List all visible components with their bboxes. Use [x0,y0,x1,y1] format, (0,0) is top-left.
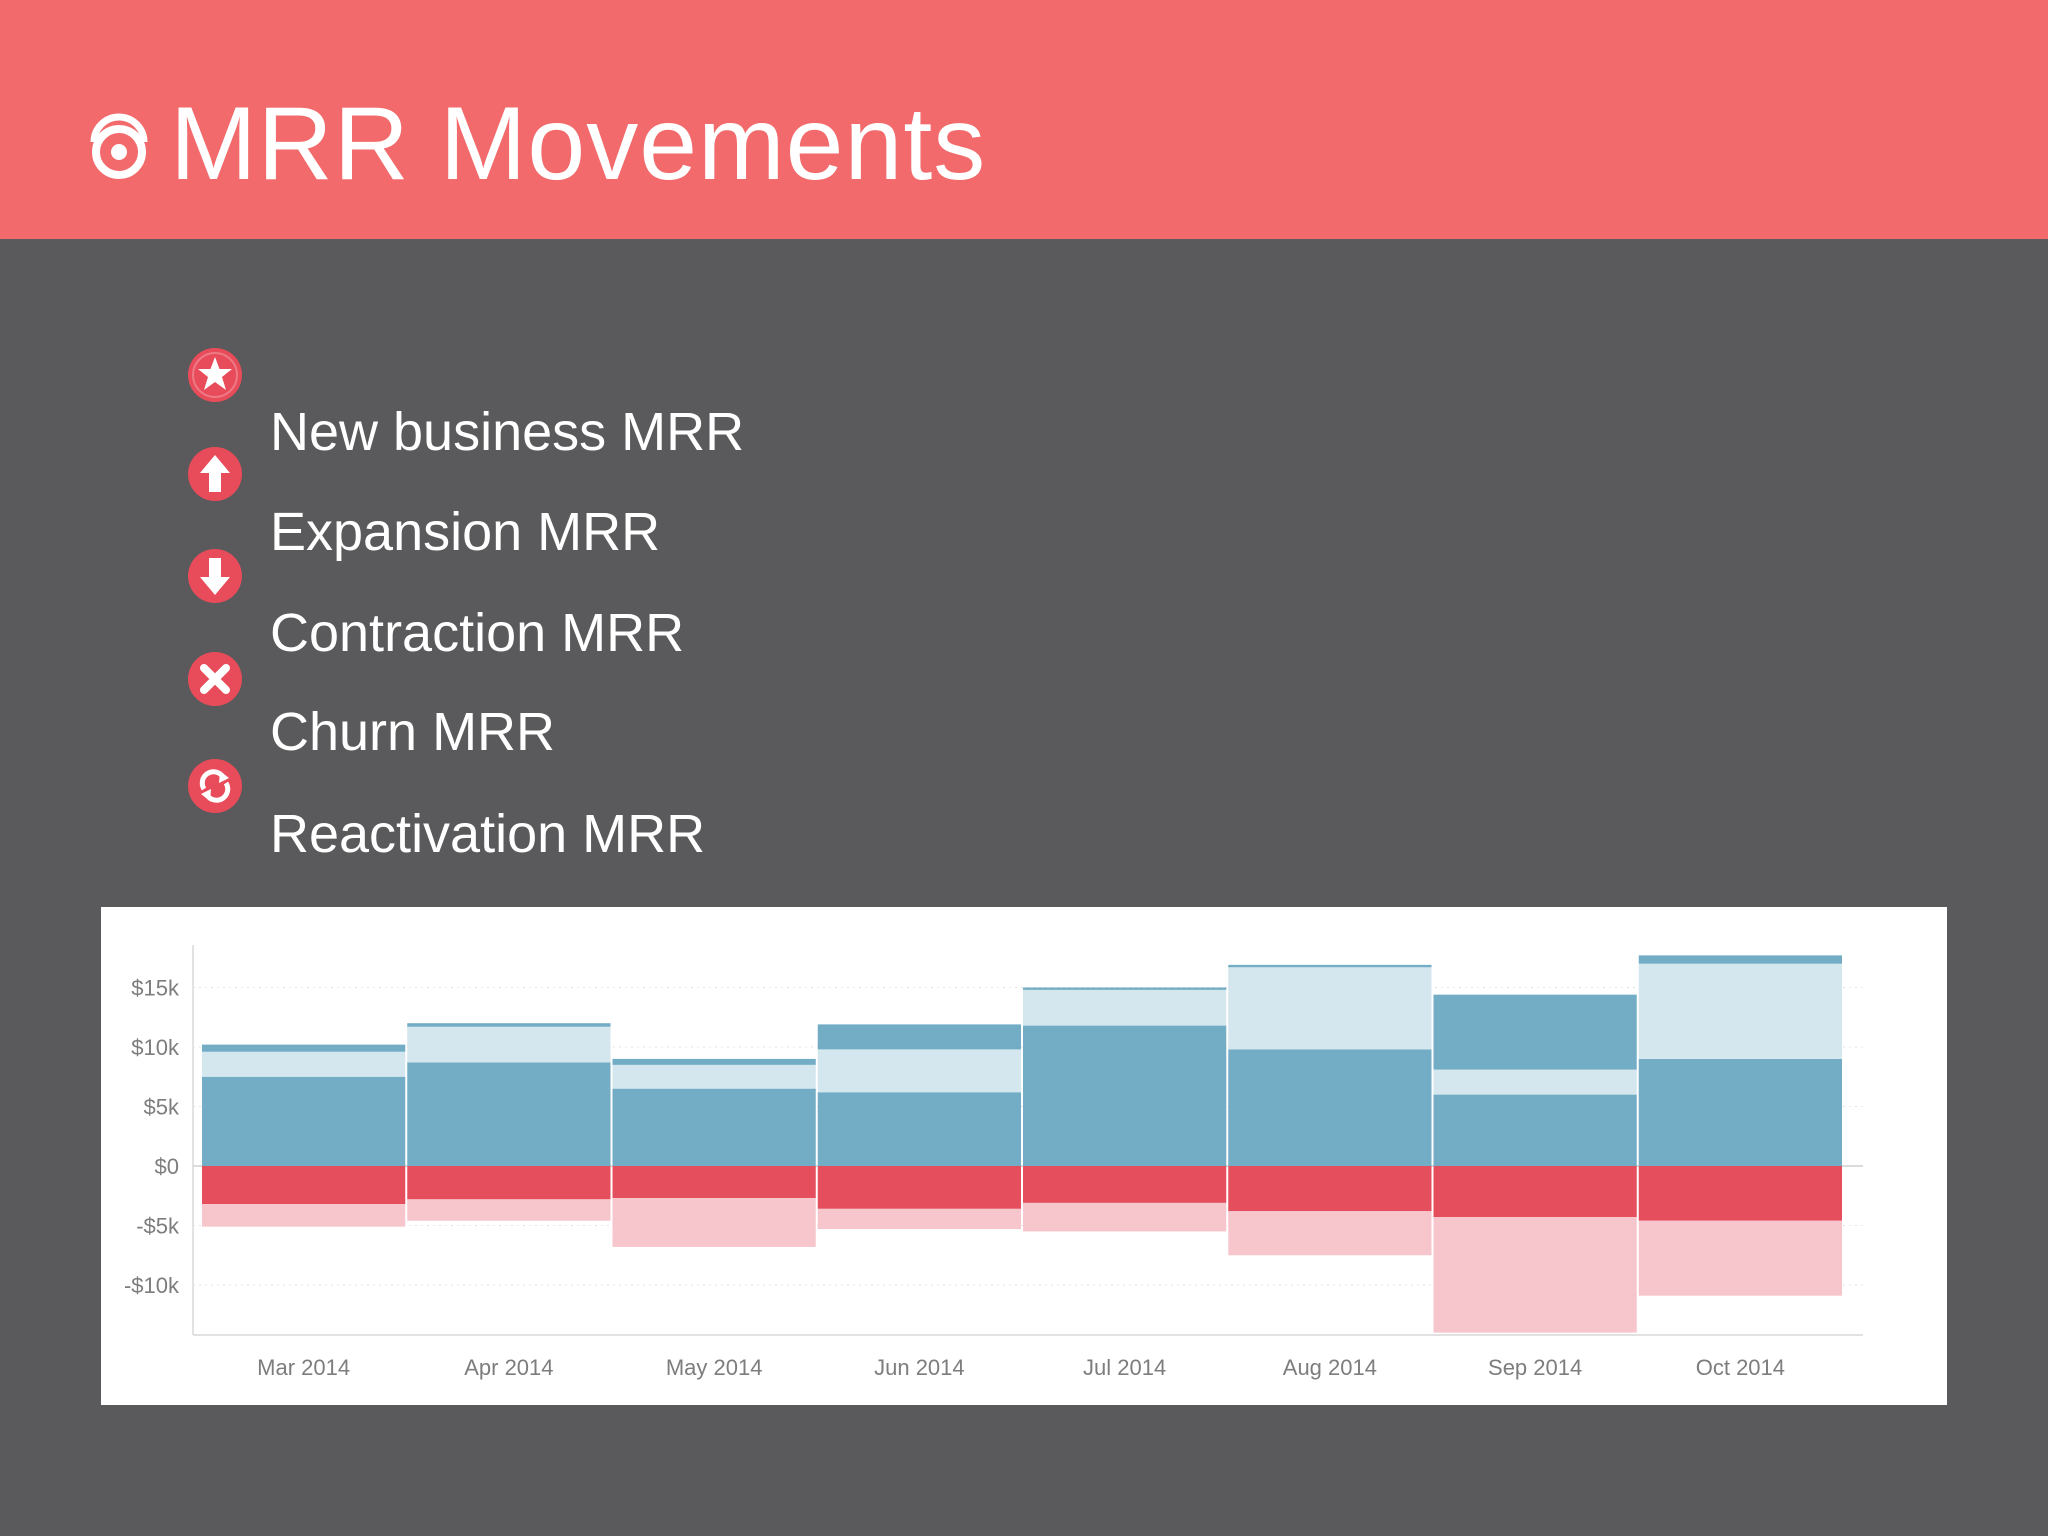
bar-segment-churn [612,1166,816,1199]
bar-segment-new-business [1023,1025,1227,1166]
bar-segment-contraction [407,1199,611,1221]
legend-label-reactivation: Reactivation MRR [270,804,706,864]
bar-segment-churn [202,1166,406,1205]
bar-segment-contraction [1433,1217,1637,1333]
bar-segment-new-business [612,1088,816,1166]
bar-segment-expansion [1638,963,1842,1059]
bar-segment-reactivation [1228,964,1432,968]
legend-label-expansion: Expansion MRR [270,502,661,562]
bar-segment-reactivation [1433,994,1637,1070]
arrow-down-icon [188,549,242,603]
bar-segment-reactivation [1638,955,1842,964]
x-tick-label: Mar 2014 [257,1355,350,1380]
bar-segment-contraction [817,1208,1021,1230]
bar-segment-expansion [1433,1069,1637,1095]
bar-segment-new-business [1228,1049,1432,1166]
y-tick-label: $10k [131,1035,180,1060]
legend-label-contraction: Contraction MRR [270,603,685,663]
page-title: MRR Movements [170,86,987,202]
x-tick-label: Sep 2014 [1488,1355,1582,1380]
x-tick-label: Apr 2014 [464,1355,553,1380]
bar-segment-contraction [1638,1220,1842,1296]
bar-segment-churn [1023,1166,1227,1203]
legend-label-churn: Churn MRR [270,702,556,762]
bar-segment-new-business [407,1062,611,1166]
bar-segment-reactivation [1023,987,1227,990]
x-tick-label: May 2014 [666,1355,763,1380]
y-tick-label: -$10k [124,1273,180,1298]
bar-segment-expansion [1228,967,1432,1050]
x-tick-label: Jul 2014 [1083,1355,1166,1380]
y-tick-label: $0 [155,1154,179,1179]
bar-segment-reactivation [202,1044,406,1052]
mrr-movements-chart: $15k $10k $5k $0 -$5k -$10k Mar 2014 Apr 2014 Ma… [124,945,1863,1380]
x-tick-label: Oct 2014 [1696,1355,1785,1380]
bar-segment-churn [1228,1166,1432,1212]
x-tick-label: Aug 2014 [1283,1355,1377,1380]
bar-segment-new-business [1638,1058,1842,1166]
bar-segment-churn [1638,1166,1842,1221]
bar-segment-reactivation [612,1058,816,1065]
bar-segment-contraction [1228,1211,1432,1256]
bar-segment-reactivation [407,1023,611,1027]
bar-segment-expansion [612,1064,816,1089]
bar-segment-churn [407,1166,611,1200]
mrr-chart-panel: $15k $10k $5k $0 -$5k -$10k Mar 2014 Apr 2014 Ma… [101,907,1947,1405]
y-tick-label: -$5k [136,1214,180,1239]
slide-header: MRR Movements [0,0,2048,239]
close-x-icon [188,652,242,706]
arrow-up-icon [188,447,242,501]
x-tick-label: Jun 2014 [874,1355,965,1380]
bar-segment-new-business [202,1076,406,1166]
target-logo-icon [90,113,148,179]
bar-segment-expansion [202,1051,406,1077]
star-icon [188,348,242,402]
bar-segment-new-business [1433,1094,1637,1166]
bar-segment-churn [1433,1166,1637,1218]
bar-segment-expansion [1023,989,1227,1026]
bar-segment-reactivation [817,1024,1021,1050]
bar-segment-contraction [1023,1202,1227,1232]
bar-segment-expansion [407,1026,611,1063]
bar-segment-new-business [817,1092,1021,1166]
legend-label-new-business: New business MRR [270,402,745,462]
bar-segment-contraction [202,1204,406,1227]
refresh-icon [188,759,242,813]
bar-segment-expansion [817,1049,1021,1093]
bar-segment-contraction [612,1198,816,1247]
bar-segment-churn [817,1166,1021,1209]
y-tick-label: $5k [144,1095,180,1120]
y-tick-label: $15k [131,976,180,1001]
